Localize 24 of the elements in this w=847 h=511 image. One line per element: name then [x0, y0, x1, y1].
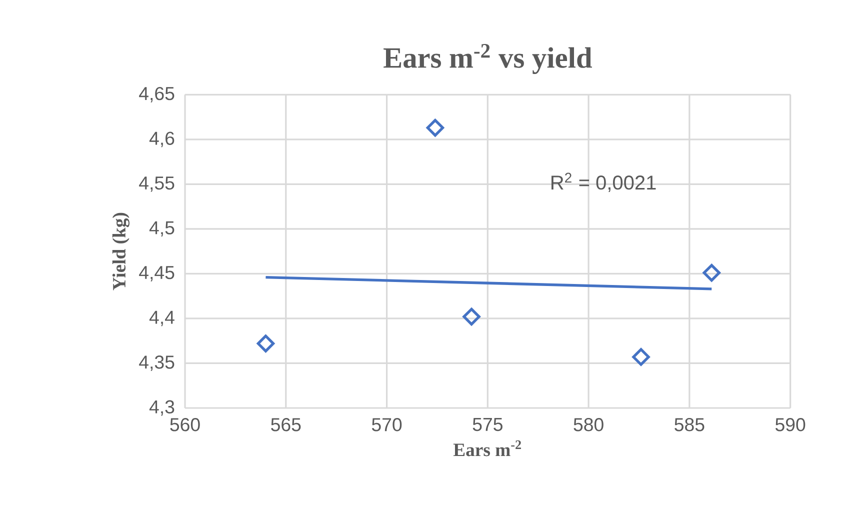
- annotation: R$^{2}$ = 0,0021: [552, 172, 656, 192]
- point: [462, 308, 480, 326]
- y-tick-label: 4,55: [139, 176, 174, 192]
- point: [702, 264, 721, 282]
- y-tick-label: 4,65: [139, 86, 174, 102]
- x-tick-label: 590: [776, 418, 806, 432]
- y-axis-title: Yield (kg): [112, 212, 130, 290]
- point: [632, 348, 650, 366]
- y-tick-label: 4,6: [149, 132, 174, 148]
- y-tick-label: 4,45: [139, 266, 174, 282]
- y-tick-label: 4,3: [149, 400, 174, 416]
- y-tick-label: 4,5: [149, 221, 174, 237]
- y-tick-label: 4,35: [139, 356, 174, 371]
- x-axis-title: Ears m$^{-2}$: [453, 440, 521, 456]
- x-tick-label: 575: [472, 418, 502, 432]
- x-tick-label: 585: [674, 418, 704, 432]
- point: [256, 334, 275, 352]
- y-tick-label: 4,4: [149, 310, 174, 326]
- point: [426, 118, 444, 137]
- x-tick-label: 560: [170, 418, 200, 432]
- chart-title: Ears m$^{-2}$ vs yield: [384, 44, 592, 74]
- x-tick-label: 565: [271, 418, 301, 432]
- x-tick-label: 580: [574, 418, 604, 432]
- x-tick-label: 570: [372, 418, 402, 432]
